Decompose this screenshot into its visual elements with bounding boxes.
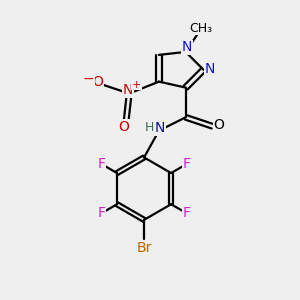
Text: N: N	[205, 62, 215, 76]
Text: N: N	[154, 121, 165, 135]
Text: H: H	[145, 121, 154, 134]
Text: O: O	[214, 118, 224, 132]
Text: −: −	[82, 72, 94, 86]
Text: CH₃: CH₃	[189, 22, 212, 34]
Text: N: N	[122, 83, 133, 97]
Text: O: O	[92, 75, 104, 88]
Text: Br: Br	[136, 241, 152, 255]
Text: +: +	[132, 80, 141, 90]
Text: F: F	[182, 157, 190, 171]
Text: F: F	[98, 206, 106, 220]
Text: O: O	[118, 120, 129, 134]
Text: F: F	[182, 206, 190, 220]
Text: F: F	[98, 157, 106, 171]
Text: N: N	[182, 40, 192, 55]
